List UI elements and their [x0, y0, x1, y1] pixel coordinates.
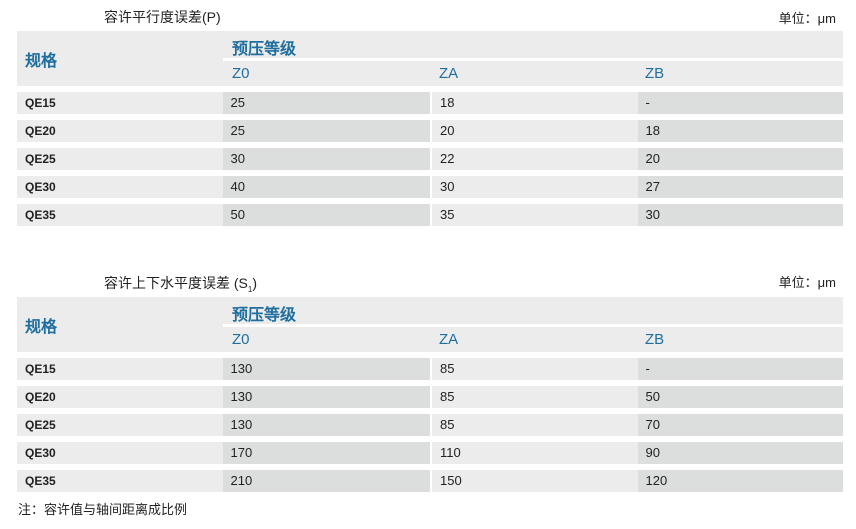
cell-gap — [430, 204, 432, 226]
table-header: 规格 预压等级 Z0 ZA ZB — [17, 297, 843, 352]
table-row: QE30 170 110 90 — [17, 442, 843, 464]
cell-gap — [430, 120, 432, 142]
column-header: ZA — [439, 65, 459, 82]
table1-title: 容许平行度误差(P) — [104, 9, 221, 25]
value-cell: 50 — [637, 386, 843, 408]
table1-unit: 单位：μm — [778, 11, 836, 26]
value-cell: 120 — [637, 470, 843, 492]
parallelism-table: 规格 预压等级 Z0 ZA ZB QE15 25 18 - QE20 25 20 1… — [17, 31, 843, 226]
spec-cell: QE25 — [17, 414, 223, 436]
cell-gap — [430, 414, 432, 436]
value-cell: 85 — [432, 414, 638, 436]
value-cell: - — [637, 358, 843, 380]
table-row: QE15 130 85 - — [17, 358, 843, 380]
value-cell: 22 — [432, 148, 638, 170]
spec-cell: QE15 — [17, 92, 223, 114]
column-header: Z0 — [232, 65, 250, 82]
spec-header: 规格 — [25, 319, 58, 336]
value-cell: 20 — [637, 148, 843, 170]
column-header: ZB — [645, 65, 665, 82]
value-cell: 85 — [432, 386, 638, 408]
value-cell: 50 — [222, 204, 430, 226]
spec-cell: QE25 — [17, 148, 223, 170]
column-header: Z0 — [232, 331, 250, 348]
cell-gap — [430, 442, 432, 464]
cell-gap — [430, 470, 432, 492]
value-cell: 30 — [222, 148, 430, 170]
value-cell: 35 — [432, 204, 638, 226]
divider — [223, 58, 843, 61]
value-cell: 30 — [637, 204, 843, 226]
value-cell: 25 — [222, 92, 430, 114]
cell-gap — [430, 148, 432, 170]
value-cell: 210 — [222, 470, 430, 492]
table-header: 规格 预压等级 Z0 ZA ZB — [17, 31, 843, 86]
spec-cell: QE20 — [17, 120, 223, 142]
cell-gap — [430, 92, 432, 114]
value-cell: 90 — [637, 442, 843, 464]
value-cell: 130 — [222, 358, 430, 380]
table-row: QE25 130 85 70 — [17, 414, 843, 436]
cell-gap — [430, 358, 432, 380]
spec-cell: QE35 — [17, 204, 223, 226]
spec-cell: QE35 — [17, 470, 223, 492]
value-cell: 25 — [222, 120, 430, 142]
table-row: QE15 25 18 - — [17, 92, 843, 114]
value-cell: 70 — [637, 414, 843, 436]
value-cell: 130 — [222, 414, 430, 436]
spec-cell: QE30 — [17, 176, 223, 198]
column-header: ZA — [439, 331, 459, 348]
footnote: 注：容许值与轴间距离成比例 — [18, 502, 188, 517]
value-cell: 40 — [222, 176, 430, 198]
table2-title: 容许上下水平度误差 (S1) — [104, 275, 258, 294]
divider — [223, 324, 843, 327]
table2-unit: 单位：μm — [778, 275, 836, 290]
value-cell: 150 — [432, 470, 638, 492]
spec-cell: QE15 — [17, 358, 223, 380]
table-row: QE20 130 85 50 — [17, 386, 843, 408]
value-cell: 170 — [222, 442, 430, 464]
value-cell: 30 — [432, 176, 638, 198]
cell-gap — [430, 176, 432, 198]
cell-gap — [430, 386, 432, 408]
preload-group-header: 预压等级 — [232, 41, 297, 58]
table-row: QE25 30 22 20 — [17, 148, 843, 170]
value-cell: 130 — [222, 386, 430, 408]
spec-cell: QE30 — [17, 442, 223, 464]
table-row: QE35 210 150 120 — [17, 470, 843, 492]
value-cell: 110 — [432, 442, 638, 464]
level-table: 规格 预压等级 Z0 ZA ZB QE15 130 85 - QE20 130 85… — [17, 297, 843, 492]
value-cell: 85 — [432, 358, 638, 380]
value-cell: 20 — [432, 120, 638, 142]
value-cell: 27 — [637, 176, 843, 198]
preload-group-header: 预压等级 — [232, 307, 297, 324]
value-cell: - — [637, 92, 843, 114]
spec-cell: QE20 — [17, 386, 223, 408]
table-row: QE20 25 20 18 — [17, 120, 843, 142]
table-row: QE30 40 30 27 — [17, 176, 843, 198]
column-header: ZB — [645, 331, 665, 348]
value-cell: 18 — [432, 92, 638, 114]
spec-header: 规格 — [25, 53, 58, 70]
table-row: QE35 50 35 30 — [17, 204, 843, 226]
value-cell: 18 — [637, 120, 843, 142]
